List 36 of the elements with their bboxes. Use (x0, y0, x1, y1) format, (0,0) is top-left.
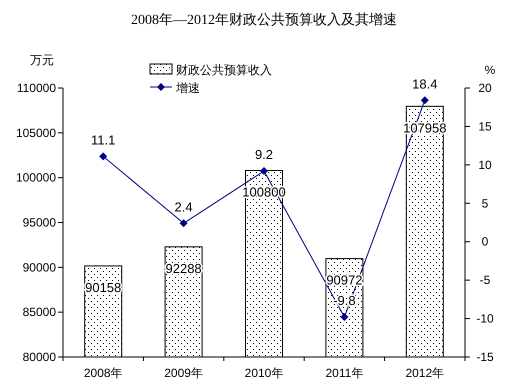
y-tick-label: 95000 (22, 216, 56, 230)
y2-axis-title: % (484, 63, 496, 77)
y-tick-label: 105000 (16, 126, 56, 140)
data-label: 2.4 (174, 199, 193, 214)
data-label: 9.2 (254, 147, 274, 162)
data-label: 92288 (166, 260, 202, 276)
data-label: 90158 (85, 280, 122, 295)
x-tick-label: 2012年 (405, 366, 444, 380)
y-axis-title: 万元 (30, 53, 54, 67)
point (260, 167, 268, 176)
point (180, 219, 188, 228)
y2-tick-label: 0 (482, 234, 489, 249)
legend-label: 增速 (175, 81, 200, 95)
y-tick-label: 85000 (22, 305, 56, 320)
y2-tick-label: -5 (480, 273, 491, 288)
y-tick-label: 100000 (16, 170, 56, 185)
y-tick-label: 110000 (16, 81, 56, 95)
y2-tick-label: 5 (482, 196, 489, 210)
x-tick-label: 2009年 (164, 366, 203, 380)
y2-tick-label: -10 (476, 312, 494, 326)
point (420, 96, 429, 104)
point (340, 313, 348, 322)
x-tick-label: 2011年 (325, 366, 364, 380)
data-label: 11.1 (91, 132, 116, 148)
data-label: 18.4 (412, 76, 438, 92)
y2-tick-label: 15 (478, 119, 492, 134)
y2-tick-label: -15 (476, 350, 494, 364)
point (99, 152, 108, 160)
chart-title: 2008年—2012年财政公共预算收入及其增速 (131, 12, 397, 28)
legend-label: 财政公共预算收入 (176, 63, 272, 77)
x-tick-label: 2010年 (244, 366, 284, 380)
y-tick-label: 80000 (22, 350, 56, 364)
x-tick-label: 2008年 (84, 366, 123, 380)
y-tick-label: 90000 (22, 260, 56, 274)
y2-tick-label: 20 (478, 81, 492, 95)
y2-tick-label: 10 (478, 158, 492, 172)
